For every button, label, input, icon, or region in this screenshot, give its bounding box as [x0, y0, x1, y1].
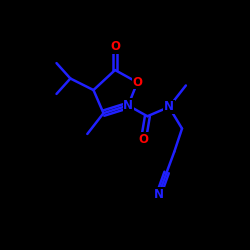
Text: O: O [110, 40, 120, 54]
Text: O: O [132, 76, 142, 89]
Text: N: N [123, 99, 133, 112]
Text: N: N [154, 188, 164, 200]
Text: N: N [164, 100, 174, 114]
Text: O: O [138, 133, 148, 146]
